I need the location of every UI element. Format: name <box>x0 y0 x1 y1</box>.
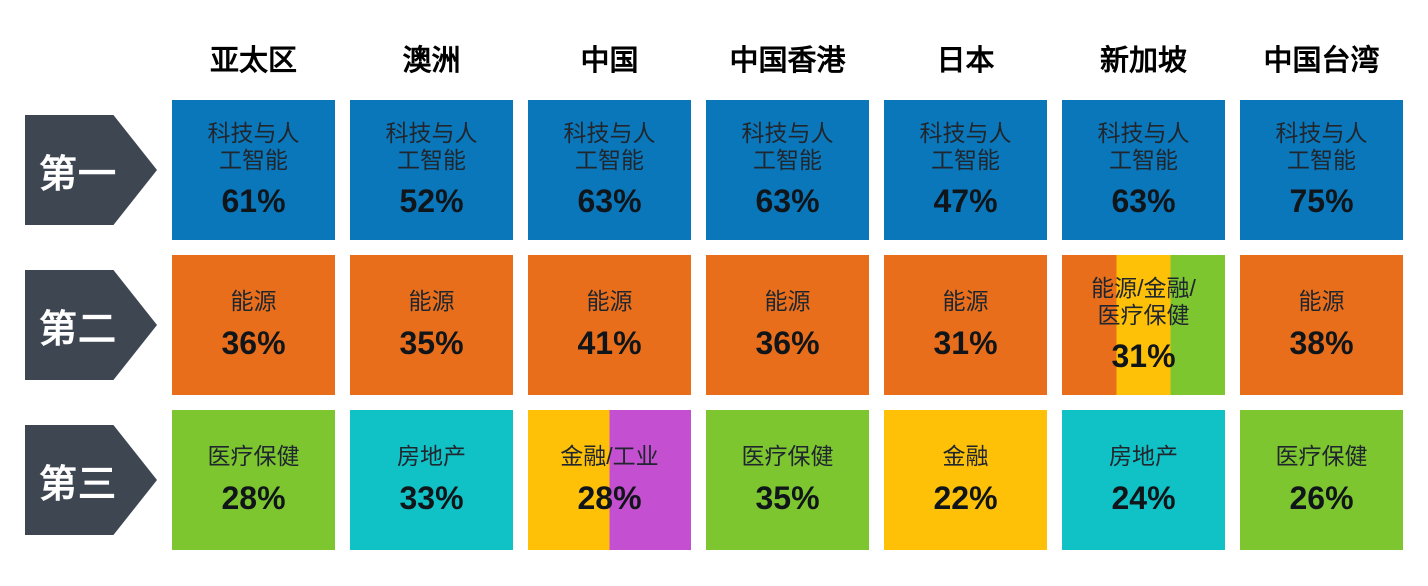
column-header-singapore: 新加坡 <box>1099 45 1187 77</box>
sector-cell-multi: 能源/金融/ 医疗保健 31% <box>1062 255 1225 395</box>
sector-cell: 科技与人 工智能 63% <box>1062 100 1225 240</box>
sector-value: 35% <box>399 324 464 361</box>
sector-cell: 能源 31% <box>884 255 1047 395</box>
sector-value: 33% <box>399 479 464 516</box>
sector-cell: 科技与人 工智能 63% <box>706 100 869 240</box>
sector-label: 科技与人 工智能 <box>207 119 300 173</box>
sector-cell: 医疗保健 26% <box>1240 410 1403 550</box>
rank-arrow-first: 第一 <box>25 115 157 225</box>
sector-cell: 能源 35% <box>350 255 513 395</box>
sector-cell: 房地产 33% <box>350 410 513 550</box>
sector-cell: 医疗保健 28% <box>172 410 335 550</box>
sector-value: 63% <box>577 183 642 220</box>
sector-value: 31% <box>1111 338 1176 375</box>
sector-label: 科技与人 工智能 <box>741 119 834 173</box>
sector-cell: 科技与人 工智能 63% <box>528 100 691 240</box>
sector-cell: 金融 22% <box>884 410 1047 550</box>
sector-value: 35% <box>755 479 820 516</box>
sector-label: 能源 <box>586 288 633 315</box>
rank-arrow-third: 第三 <box>25 425 157 535</box>
sector-label: 医疗保健 <box>741 443 834 470</box>
column-header-australia: 澳洲 <box>402 45 461 77</box>
sector-cell: 科技与人 工智能 61% <box>172 100 335 240</box>
sector-label: 医疗保健 <box>1275 443 1368 470</box>
sector-cell: 科技与人 工智能 52% <box>350 100 513 240</box>
sector-cell: 能源 36% <box>172 255 335 395</box>
sector-value: 36% <box>221 324 286 361</box>
sector-label: 金融/工业 <box>560 443 659 470</box>
sector-label: 能源 <box>942 288 989 315</box>
sector-cell: 能源 38% <box>1240 255 1403 395</box>
sector-value: 28% <box>577 479 642 516</box>
sector-value: 47% <box>933 183 998 220</box>
sector-value: 22% <box>933 479 998 516</box>
sector-label: 医疗保健 <box>207 443 300 470</box>
sector-cell: 能源 41% <box>528 255 691 395</box>
sector-label: 能源 <box>408 288 455 315</box>
sector-label: 科技与人 工智能 <box>919 119 1012 173</box>
sector-cell: 科技与人 工智能 47% <box>884 100 1047 240</box>
sector-value: 26% <box>1289 479 1354 516</box>
column-header-hongkong: 中国香港 <box>729 45 846 77</box>
sector-value: 63% <box>755 183 820 220</box>
sector-cell: 科技与人 工智能 75% <box>1240 100 1403 240</box>
sector-value: 75% <box>1289 183 1354 220</box>
sector-label: 科技与人 工智能 <box>563 119 656 173</box>
sector-label: 能源 <box>230 288 277 315</box>
sector-label: 能源/金融/ 医疗保健 <box>1091 274 1196 328</box>
sector-value: 41% <box>577 324 642 361</box>
column-header-japan: 日本 <box>936 45 995 77</box>
sector-cell: 能源 36% <box>706 255 869 395</box>
sector-label: 金融 <box>942 443 989 470</box>
sector-cell: 房地产 24% <box>1062 410 1225 550</box>
column-header-apac: 亚太区 <box>209 45 297 77</box>
sector-value: 52% <box>399 183 464 220</box>
sector-value: 28% <box>221 479 286 516</box>
sector-value: 38% <box>1289 324 1354 361</box>
sector-label: 房地产 <box>1109 443 1178 470</box>
sector-value: 61% <box>221 183 286 220</box>
sector-label: 科技与人 工智能 <box>1097 119 1190 173</box>
corner-spacer <box>25 23 157 85</box>
sector-label: 科技与人 工智能 <box>1275 119 1368 173</box>
sector-value: 31% <box>933 324 998 361</box>
column-header-taiwan: 中国台湾 <box>1263 45 1380 77</box>
rank-arrow-second: 第二 <box>25 270 157 380</box>
sector-cell-multi: 金融/工业 28% <box>528 410 691 550</box>
sector-label: 科技与人 工智能 <box>385 119 478 173</box>
sector-value: 36% <box>755 324 820 361</box>
sector-value: 24% <box>1111 479 1176 516</box>
sector-label: 房地产 <box>397 443 466 470</box>
sector-ranking-table: 亚太区 澳洲 中国 中国香港 日本 新加坡 中国台湾 第一 科技与人 工智能 6… <box>25 23 1403 550</box>
sector-value: 63% <box>1111 183 1176 220</box>
column-header-china: 中国 <box>580 45 639 77</box>
sector-label: 能源 <box>764 288 811 315</box>
sector-label: 能源 <box>1298 288 1345 315</box>
sector-cell: 医疗保健 35% <box>706 410 869 550</box>
